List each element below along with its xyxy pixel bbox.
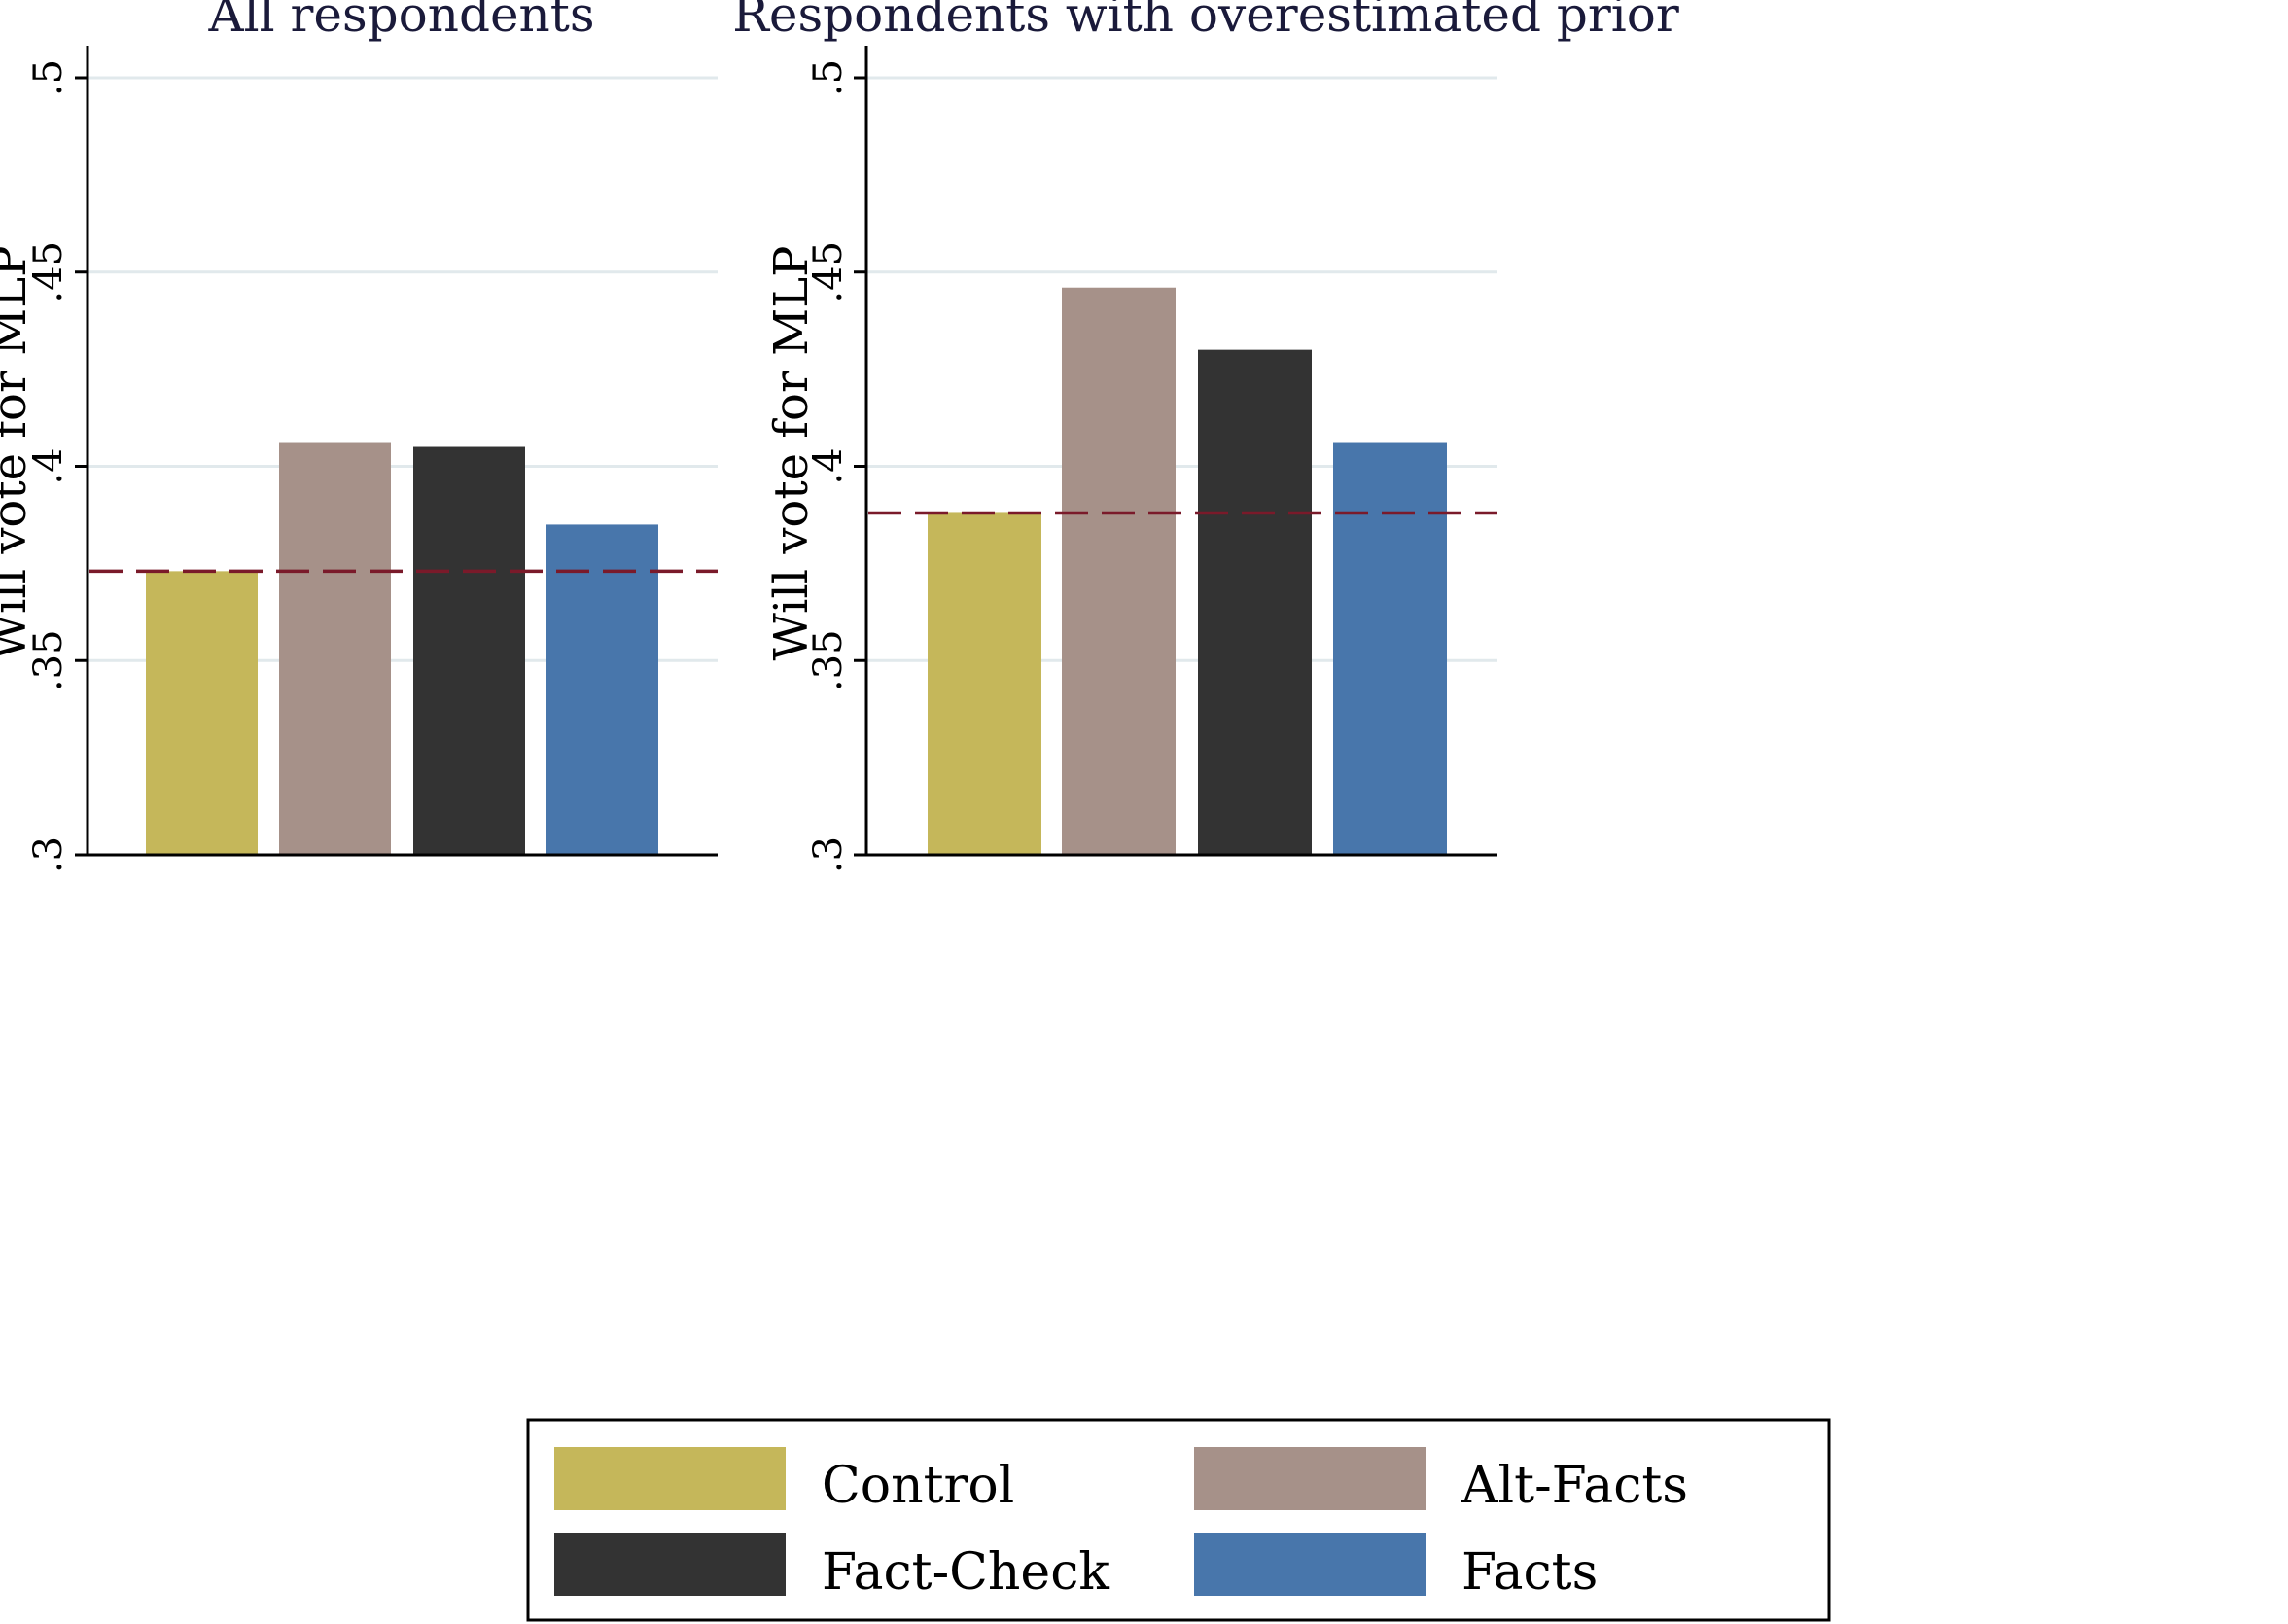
legend: Control Alt-Facts Fact-Check Facts: [526, 1418, 1831, 1622]
bar-control: [146, 571, 258, 855]
legend-swatch-control: [554, 1447, 786, 1510]
bar-fact-check: [1198, 349, 1312, 855]
legend-swatch-fact-check: [554, 1533, 786, 1596]
panel-all-respondents: .3 .35 .4 .45 .5 Will vote for MLP All respond…: [0, 0, 718, 873]
y-tick-label: .5: [806, 59, 851, 96]
y-tick-label: .4: [806, 447, 851, 484]
panel-title: All respondents: [208, 0, 595, 43]
legend-label-fact-check: Fact-Check: [822, 1543, 1109, 1602]
y-tick-label: .3: [806, 836, 851, 873]
legend-label-control: Control: [822, 1457, 1014, 1515]
y-axis-title: Will vote for MLP: [764, 246, 819, 661]
y-tick-label: .35: [806, 629, 851, 691]
legend-label-alt-facts: Alt-Facts: [1461, 1457, 1688, 1515]
bar-fact-check: [413, 446, 525, 855]
legend-label-facts: Facts: [1461, 1543, 1598, 1602]
legend-swatch-facts: [1194, 1533, 1426, 1596]
y-tick-label: .3: [26, 836, 71, 873]
bar-alt-facts: [279, 442, 391, 855]
y-tick-label: .4: [26, 447, 71, 484]
legend-swatch-alt-facts: [1194, 1447, 1426, 1510]
y-tick-label: .45: [26, 241, 71, 303]
panel-overestimated-prior: .3 .35 .4 .45 .5 Will vote for MLP Respondents…: [732, 0, 1679, 873]
panel-title: Respondents with overestimated prior: [732, 0, 1679, 43]
y-tick-label: .45: [806, 241, 851, 303]
y-tick-label: .5: [26, 59, 71, 96]
y-tick-label: .35: [26, 629, 71, 691]
bar-control: [928, 512, 1041, 855]
bar-alt-facts: [1062, 287, 1176, 856]
bar-facts: [546, 524, 658, 855]
y-axis-title: Will vote for MLP: [0, 246, 37, 661]
bar-facts: [1333, 442, 1447, 855]
